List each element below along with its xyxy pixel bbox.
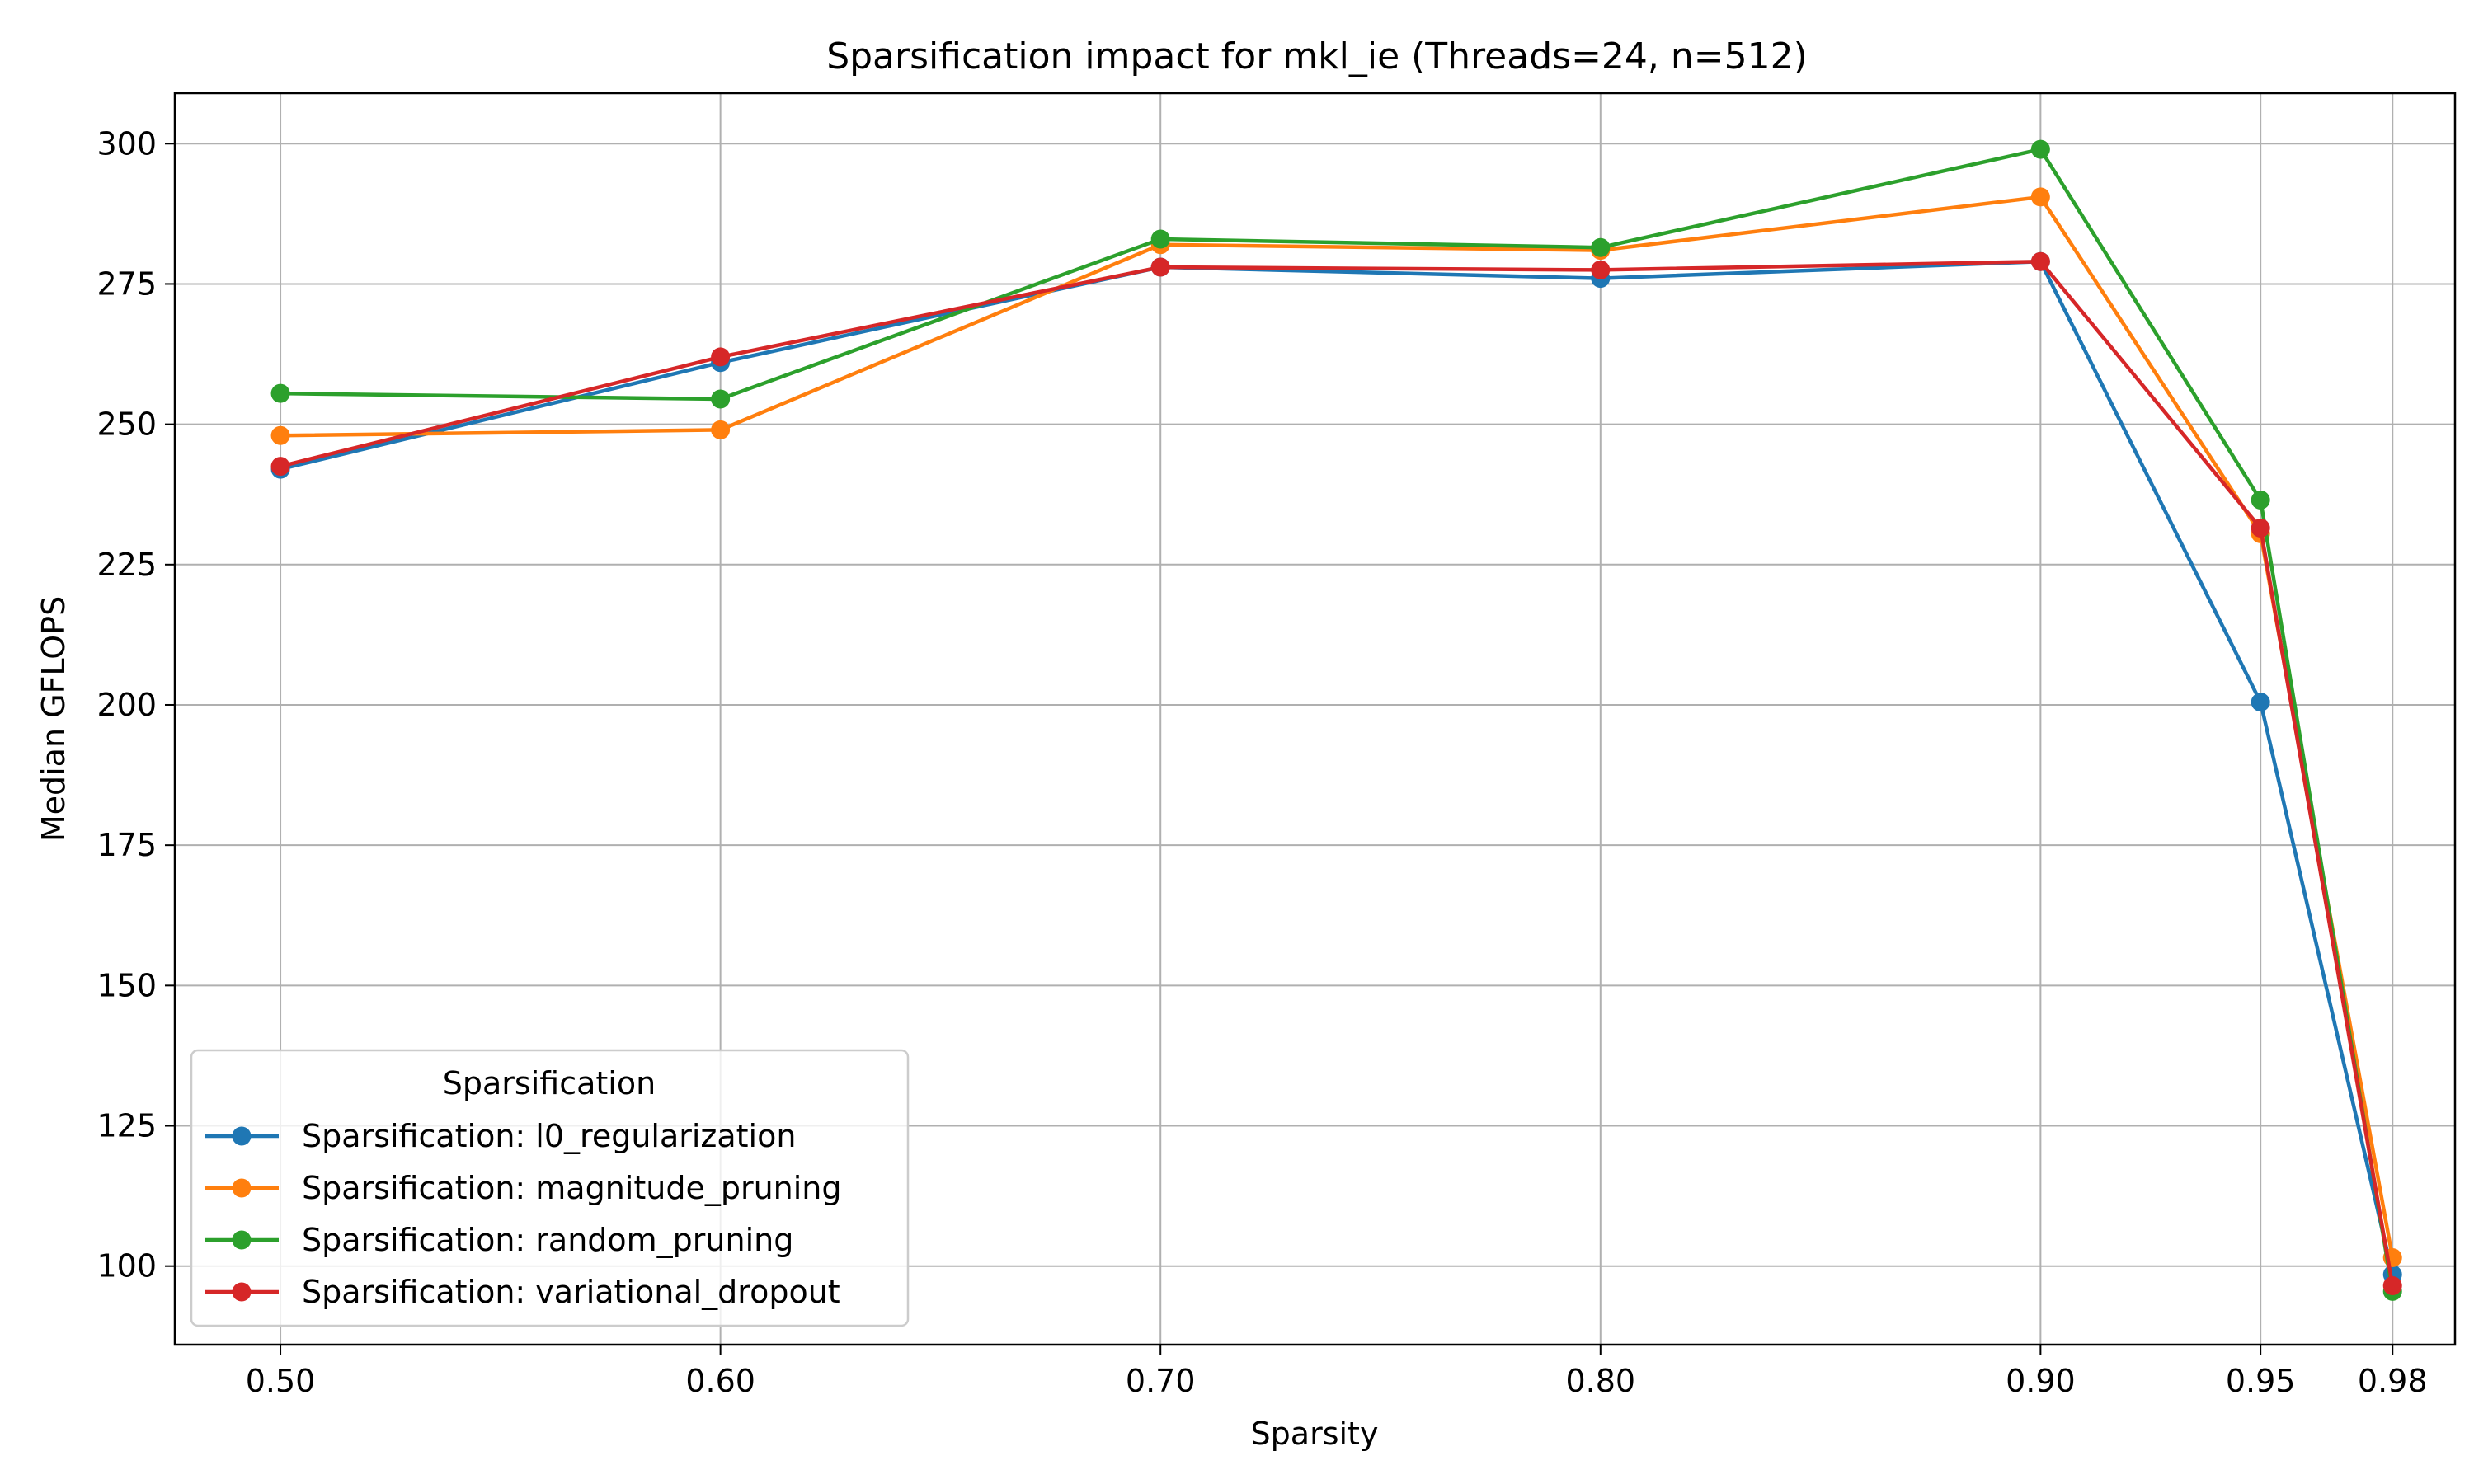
data-point [2382, 1276, 2402, 1296]
y-tick-label: 275 [96, 265, 157, 302]
legend-label: Sparsification: l0_regularization [302, 1118, 796, 1154]
y-tick-label: 250 [96, 406, 157, 443]
legend: Sparsification Sparsification: l0_regula… [190, 1049, 910, 1327]
x-axis-label: Sparsity [1251, 1416, 1379, 1452]
data-point [2251, 491, 2270, 510]
data-point [1150, 229, 1170, 249]
y-axis-ticks: 100 125 150 175 200 225 250 275 300 [96, 125, 175, 1284]
data-point [1150, 257, 1170, 277]
legend-title: Sparsification [443, 1065, 656, 1101]
x-tick-label: 0.80 [1565, 1363, 1635, 1399]
series-lines [270, 139, 2402, 1301]
x-tick-label: 0.60 [685, 1363, 755, 1399]
series-4 [270, 251, 2402, 1296]
data-point [2030, 187, 2050, 207]
chart-title: Sparsification impact for mkl_ie (Thread… [826, 35, 1808, 77]
data-point [711, 347, 731, 367]
x-tick-label: 0.50 [246, 1363, 316, 1399]
legend-swatch-marker [232, 1230, 252, 1250]
x-tick-label: 0.98 [2358, 1363, 2428, 1399]
y-tick-label: 200 [96, 687, 157, 723]
data-point [2030, 251, 2050, 271]
legend-entries: Sparsification: l0_regularization Sparsif… [205, 1118, 842, 1310]
legend-swatch-marker [232, 1282, 252, 1302]
y-tick-label: 100 [96, 1248, 157, 1284]
data-point [270, 383, 290, 403]
legend-label: Sparsification: random_pruning [302, 1222, 793, 1258]
legend-label: Sparsification: magnitude_pruning [302, 1170, 842, 1206]
y-tick-label: 125 [96, 1108, 157, 1144]
data-point [270, 457, 290, 477]
data-point [2251, 693, 2270, 712]
legend-label: Sparsification: variational_dropout [302, 1274, 840, 1310]
y-tick-label: 300 [96, 125, 157, 162]
y-axis-label: Median GFLOPS [35, 596, 72, 842]
x-axis-ticks: 0.50 0.60 0.70 0.80 0.90 0.95 0.98 [246, 1345, 2428, 1399]
data-point [2030, 139, 2050, 159]
data-point [2251, 519, 2270, 538]
x-tick-label: 0.90 [2006, 1363, 2076, 1399]
y-tick-label: 225 [96, 547, 157, 583]
x-tick-label: 0.70 [1126, 1363, 1196, 1399]
plot-area-frame [173, 92, 2457, 1346]
legend-box [190, 1049, 910, 1327]
data-point [1591, 260, 1611, 279]
data-point [270, 425, 290, 445]
x-tick-label: 0.95 [2226, 1363, 2296, 1399]
y-tick-label: 175 [96, 827, 157, 863]
legend-swatch-marker [232, 1178, 252, 1198]
legend-swatch-marker [232, 1126, 252, 1146]
data-point [711, 420, 731, 439]
data-point [711, 389, 731, 409]
data-point [1591, 237, 1611, 257]
y-tick-label: 150 [96, 967, 157, 1003]
